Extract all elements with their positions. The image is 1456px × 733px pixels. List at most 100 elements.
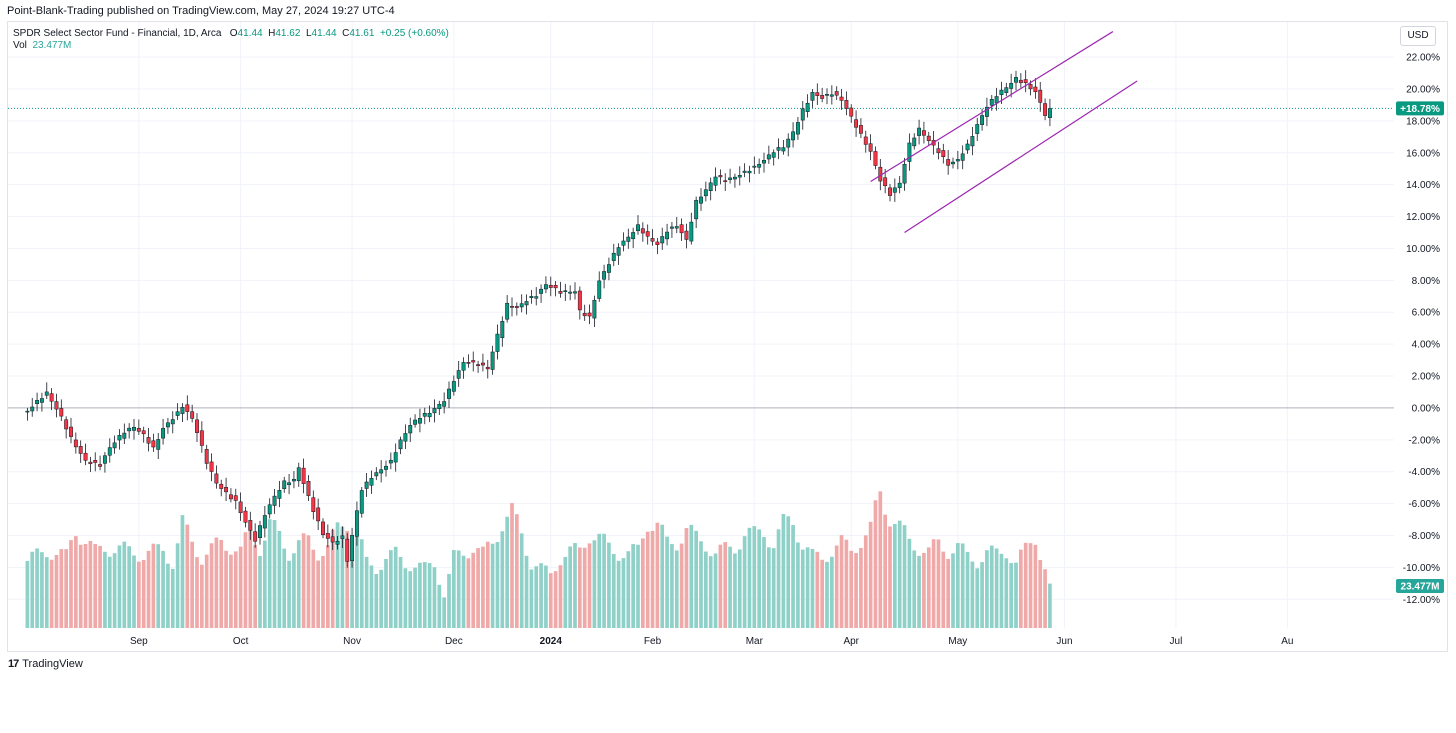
candle-body — [476, 364, 481, 367]
volume-bar — [166, 563, 170, 628]
candle-body — [597, 280, 602, 299]
volume-bar — [752, 526, 757, 628]
candle-body — [316, 507, 321, 522]
volume-bar — [975, 568, 980, 628]
currency-button[interactable]: USD — [1400, 26, 1436, 46]
volume-bar — [810, 548, 815, 628]
volume-bar — [883, 514, 887, 628]
candle-body — [699, 196, 703, 204]
volume-bar — [490, 543, 495, 628]
volume-bar — [762, 537, 766, 628]
candle-body — [825, 94, 829, 96]
candle-body — [534, 296, 539, 299]
candle-body — [975, 124, 980, 134]
candle-body — [49, 393, 54, 402]
volume-bar — [626, 551, 631, 628]
volume-bar — [1028, 543, 1033, 628]
candle-body — [1047, 108, 1052, 118]
candle-body — [626, 236, 631, 242]
candle-body — [640, 228, 645, 234]
candle-body — [253, 531, 258, 542]
x-tick-label: Au — [1281, 636, 1293, 647]
volume-bar — [1033, 544, 1038, 628]
candle-body — [170, 419, 175, 425]
candle-body — [568, 291, 573, 294]
candle-body — [73, 439, 78, 448]
volume-bar — [519, 533, 524, 628]
volume-bar — [539, 563, 543, 628]
volume-bar — [728, 546, 732, 628]
volume-bar — [931, 539, 936, 628]
candle-body — [980, 115, 985, 125]
volume-bar — [452, 550, 456, 628]
x-tick-label: 2024 — [540, 636, 563, 647]
candle-body — [524, 301, 529, 306]
volume-bar — [849, 550, 854, 628]
candle-body — [199, 430, 204, 446]
volume-bar — [185, 524, 190, 628]
high-label: H — [268, 28, 276, 39]
volume-bar — [805, 547, 810, 628]
volume-bar — [587, 543, 592, 628]
y-tick-label: 20.00% — [1406, 84, 1440, 95]
candle-body — [834, 91, 839, 96]
candle-body — [25, 410, 30, 413]
volume-bar — [379, 569, 383, 628]
volume-bar — [214, 537, 219, 628]
candle-body — [427, 413, 432, 418]
candle-body — [737, 175, 742, 178]
candle-body — [999, 89, 1004, 96]
candle-body — [136, 428, 141, 432]
volume-bar — [180, 515, 185, 628]
volume-bar — [771, 548, 776, 628]
volume-bar — [229, 554, 233, 628]
volume-bar — [800, 549, 805, 628]
candle-body — [141, 430, 146, 435]
candles — [25, 70, 1052, 568]
candle-body — [112, 442, 117, 449]
volume-bar — [209, 543, 214, 628]
volume-bar — [733, 553, 737, 628]
candle-body — [766, 154, 771, 160]
volume-bar — [960, 543, 965, 628]
candle-body — [83, 452, 88, 461]
x-tick-label: Sep — [130, 636, 148, 647]
candle-body — [185, 404, 190, 412]
candle-body — [107, 447, 112, 456]
candle-body — [723, 180, 728, 182]
candle-body — [742, 170, 747, 173]
volume-bar — [786, 516, 791, 628]
volume-bar — [204, 554, 209, 628]
candle-body — [190, 411, 195, 419]
volume-bar — [558, 565, 563, 628]
candle-body — [1043, 103, 1048, 116]
candle-body — [495, 333, 500, 352]
candle-body — [1033, 86, 1038, 93]
y-tick-label: 8.00% — [1412, 276, 1440, 287]
volume-bar — [641, 538, 645, 628]
candle-body — [258, 525, 262, 538]
candle-body — [863, 136, 868, 145]
candle-body — [897, 182, 902, 188]
volume-bar — [432, 567, 437, 628]
volume-bar — [757, 529, 761, 628]
volume-bar — [607, 542, 611, 628]
x-tick-label: Feb — [644, 636, 662, 647]
price-badges: +18.78% 23.477M — [1396, 101, 1444, 593]
symbol-legend: SPDR Select Sector Fund - Financial, 1D,… — [13, 27, 449, 40]
tradingview-brand[interactable]: 17 TradingView — [8, 658, 83, 670]
volume-bar — [461, 555, 466, 628]
candle-body — [417, 418, 422, 424]
y-tick-label: 10.00% — [1406, 244, 1440, 255]
x-tick-label: May — [948, 636, 967, 647]
volume-bar — [699, 541, 703, 628]
chart-frame — [7, 21, 1448, 652]
volume-bar — [485, 541, 490, 628]
candle-body — [800, 108, 805, 121]
volume-bar — [926, 547, 931, 628]
volume-bar — [190, 541, 194, 628]
candle-body — [345, 538, 350, 562]
volume-bar — [820, 559, 824, 628]
candle-body — [1038, 89, 1043, 103]
